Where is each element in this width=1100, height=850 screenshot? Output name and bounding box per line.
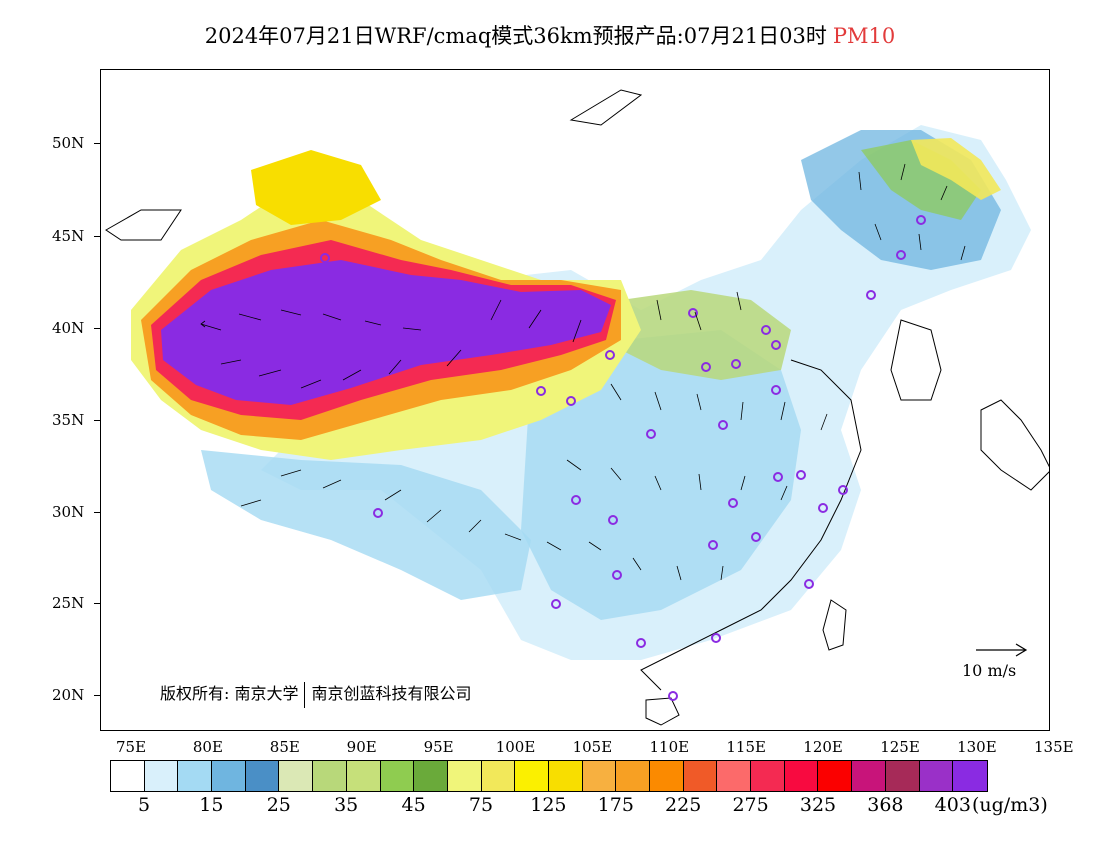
colorbar-swatch <box>481 761 516 791</box>
colorbar-swatch <box>616 761 650 791</box>
lon-label: 115E <box>726 738 766 756</box>
region-tibet-blue <box>201 450 531 600</box>
lat-label: 25N <box>52 594 85 612</box>
colorbar-tick-label: 275 <box>732 794 769 816</box>
copyright-suffix: 南京创蓝科技有限公司 <box>311 684 472 703</box>
lake-baikal-outline <box>569 89 643 126</box>
lat-label: 45N <box>52 227 85 245</box>
region-northeast-yellow <box>911 138 1001 200</box>
colorbar-swatch <box>953 761 987 791</box>
lat-tick <box>94 143 100 144</box>
lon-label: 75E <box>115 738 147 756</box>
colorbar-swatch <box>683 761 718 791</box>
lat-tick <box>94 420 100 421</box>
lon-label: 90E <box>346 738 377 756</box>
map-title: 2024年07月21日WRF/cmaq模式36km预报产品:07月21日03时 P… <box>0 20 1100 50</box>
wind-reference-label: 10 m/s <box>962 661 1017 680</box>
lon-label: 80E <box>192 738 223 756</box>
lat-label: 30N <box>52 503 85 521</box>
region-east-blue <box>521 330 801 620</box>
colorbar-swatch <box>313 761 347 791</box>
colorbar-tick-label: 75 <box>468 794 494 816</box>
lat-tick <box>94 328 100 329</box>
colorbar-tick-label: 368 <box>867 794 904 816</box>
lon-label: 95E <box>423 738 454 756</box>
lat-label: 40N <box>52 319 85 337</box>
colorbar-tick-label: 25 <box>266 794 291 816</box>
colorbar-swatch <box>279 761 314 791</box>
colorbar-swatch <box>414 761 448 791</box>
wind-vectors <box>200 163 966 581</box>
colorbar-swatch <box>447 761 482 791</box>
colorbar-tick-label: 175 <box>597 794 634 816</box>
colorbar-swatch <box>245 761 280 791</box>
lon-label: 120E <box>803 738 843 756</box>
colorbar-swatch <box>885 761 920 791</box>
copyright-separator <box>304 681 306 708</box>
colorbar-unit: (ug/m3) <box>972 794 1048 816</box>
region-west-purple <box>161 260 611 405</box>
colorbar-swatch <box>515 761 549 791</box>
colorbar-swatch <box>818 761 853 791</box>
region-north-green <box>621 290 791 380</box>
colorbar-swatch <box>178 761 213 791</box>
colorbar-swatch <box>650 761 684 791</box>
colorbar-swatch <box>919 761 954 791</box>
colorbar-swatch <box>751 761 785 791</box>
lat-tick <box>94 512 100 513</box>
lat-label: 35N <box>52 411 85 429</box>
lat-label: 50N <box>52 134 85 152</box>
pm10-field-map <box>105 89 1049 726</box>
colorbar-tick-label: 45 <box>401 794 426 816</box>
colorbar-tick-label: 35 <box>334 794 359 816</box>
colorbar-swatch <box>784 761 819 791</box>
lon-label: 135E <box>1034 738 1074 756</box>
lon-label: 110E <box>649 738 690 756</box>
title-text: 2024年07月21日WRF/cmaq模式36km预报产品:07月21日03时 <box>204 24 827 48</box>
lon-label: 130E <box>957 738 997 756</box>
map-panel <box>100 69 1050 731</box>
coastline <box>640 359 862 691</box>
colorbar-swatch <box>380 761 415 791</box>
korea-outline <box>890 319 942 401</box>
colorbar-swatch <box>548 761 583 791</box>
western-border <box>105 209 182 241</box>
lon-label: 100E <box>495 738 536 756</box>
colorbar-swatch <box>717 761 752 791</box>
colorbar <box>110 760 988 792</box>
colorbar-tick-label: 403 <box>934 794 971 816</box>
lat-tick <box>94 603 100 604</box>
city-markers <box>320 215 926 701</box>
colorbar-swatch <box>852 761 886 791</box>
japan-outline <box>980 399 1049 491</box>
colorbar-swatch <box>582 761 617 791</box>
lon-label: 105E <box>572 738 613 756</box>
lat-tick <box>94 695 100 696</box>
lon-label: 85E <box>269 738 300 756</box>
copyright-prefix: 版权所有: 南京大学 <box>160 684 299 703</box>
colorbar-swatch <box>346 761 381 791</box>
colorbar-tick-label: 15 <box>199 794 224 816</box>
colorbar-tick-label: 125 <box>530 794 567 816</box>
lat-label: 20N <box>52 686 85 704</box>
colorbar-tick-label: 5 <box>137 794 151 816</box>
colorbar-swatch <box>212 761 246 791</box>
colorbar-tick-label: 225 <box>665 794 702 816</box>
colorbar-tick-label: 325 <box>799 794 837 816</box>
wind-reference-arrow <box>976 643 1028 657</box>
colorbar-swatch <box>111 761 145 791</box>
lon-label: 125E <box>880 738 920 756</box>
region-junggar-yellow <box>251 150 381 225</box>
colorbar-swatch <box>144 761 179 791</box>
hainan-outline <box>645 697 680 726</box>
taiwan-outline <box>822 599 847 651</box>
title-variable: PM10 <box>832 24 896 48</box>
lat-tick <box>94 236 100 237</box>
copyright-note: 版权所有: 南京大学 南京创蓝科技有限公司 <box>160 680 472 708</box>
